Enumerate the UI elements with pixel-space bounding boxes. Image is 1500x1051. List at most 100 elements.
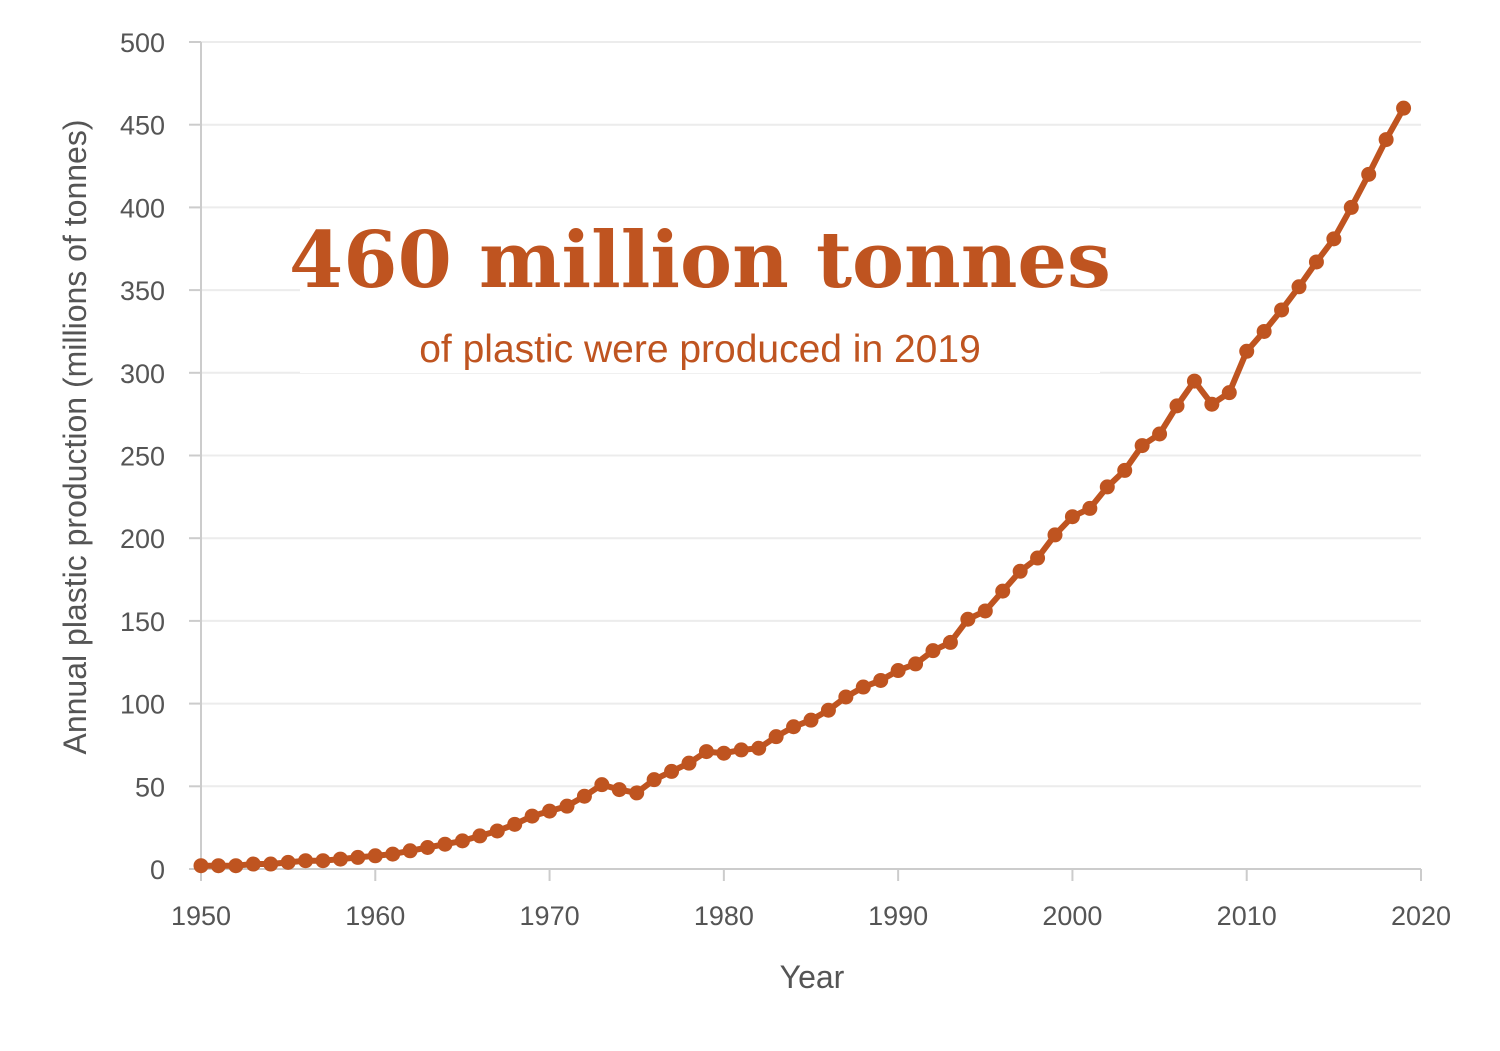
data-point-1959 [350, 849, 366, 865]
data-point-1999 [1047, 527, 1063, 543]
y-tick-label: 0 [150, 855, 165, 885]
data-point-1975 [629, 785, 645, 801]
data-point-1979 [698, 744, 714, 760]
data-point-2015 [1326, 231, 1342, 247]
data-point-1993 [942, 634, 958, 650]
data-point-2002 [1099, 479, 1115, 495]
x-tick-label: 2020 [1391, 901, 1451, 931]
annotation-background [300, 208, 1100, 373]
data-point-2011 [1256, 323, 1272, 339]
data-point-2014 [1308, 254, 1324, 270]
data-point-1950 [193, 858, 209, 874]
data-point-1973 [594, 777, 610, 793]
data-point-1965 [454, 833, 470, 849]
data-point-1951 [210, 858, 226, 874]
data-point-1957 [315, 853, 331, 869]
data-point-1952 [228, 858, 244, 874]
data-point-1990 [890, 663, 906, 679]
data-point-2013 [1291, 279, 1307, 295]
data-point-1956 [298, 853, 314, 869]
data-point-1971 [559, 798, 575, 814]
data-point-2003 [1117, 462, 1133, 478]
data-point-1970 [542, 803, 558, 819]
data-point-1977 [664, 763, 680, 779]
data-point-2017 [1361, 166, 1377, 182]
data-point-1976 [646, 772, 662, 788]
x-tick-label: 1980 [694, 901, 754, 931]
x-tick-label: 1970 [520, 901, 580, 931]
data-point-2005 [1152, 426, 1168, 442]
data-point-1974 [611, 782, 627, 798]
data-point-1997 [1012, 563, 1028, 579]
y-axis-title: Annual plastic production (millions of t… [57, 120, 93, 755]
y-tick-label: 200 [120, 524, 165, 554]
data-point-1955 [280, 854, 296, 870]
y-tick-label: 450 [120, 111, 165, 141]
y-tick-label: 400 [120, 193, 165, 223]
data-point-1989 [873, 672, 889, 688]
data-point-1996 [995, 583, 1011, 599]
data-point-1953 [245, 856, 261, 872]
data-point-1987 [838, 689, 854, 705]
data-point-1954 [263, 856, 279, 872]
data-point-2012 [1274, 302, 1290, 318]
data-point-1988 [855, 679, 871, 695]
y-tick-label: 50 [135, 772, 165, 802]
annotation: 460 million tonnes of plastic were produ… [289, 215, 1111, 371]
gridlines [201, 41, 1421, 788]
data-point-2006 [1169, 398, 1185, 414]
data-point-1960 [367, 848, 383, 864]
series-production [193, 100, 1412, 874]
data-point-1995 [977, 603, 993, 619]
data-point-2018 [1378, 132, 1394, 148]
data-point-1962 [402, 843, 418, 859]
data-point-1998 [1030, 550, 1046, 566]
data-point-2009 [1221, 385, 1237, 401]
data-point-2004 [1134, 438, 1150, 454]
x-tick-label: 1950 [171, 901, 231, 931]
data-point-1964 [437, 836, 453, 852]
y-tick-label: 250 [120, 442, 165, 472]
data-point-1968 [507, 816, 523, 832]
data-point-2000 [1064, 509, 1080, 525]
y-tick-label: 100 [120, 690, 165, 720]
data-point-1991 [908, 656, 924, 672]
data-point-1980 [716, 745, 732, 761]
annotation-subhead: of plastic were produced in 2019 [419, 328, 981, 371]
data-point-1978 [681, 755, 697, 771]
y-tick-label: 150 [120, 607, 165, 637]
data-point-1961 [385, 846, 401, 862]
axes: 0 50 100 150 200 250 300 350 400 450 500 1950 1960 19… [120, 28, 1451, 931]
data-point-1981 [733, 742, 749, 758]
data-point-2016 [1343, 199, 1359, 215]
x-tick-label: 2000 [1042, 901, 1102, 931]
data-point-1958 [332, 851, 348, 867]
data-point-1984 [786, 719, 802, 735]
x-tick-label: 1990 [868, 901, 928, 931]
data-point-1992 [925, 643, 941, 659]
annotation-headline: 460 million tonnes [289, 215, 1111, 306]
data-point-1963 [420, 839, 436, 855]
data-point-1985 [803, 712, 819, 728]
data-point-2019 [1396, 100, 1412, 116]
y-tick-label: 500 [120, 28, 165, 58]
data-point-1986 [820, 702, 836, 718]
data-point-2010 [1239, 343, 1255, 359]
data-point-1967 [489, 823, 505, 839]
data-point-1969 [524, 808, 540, 824]
x-tick-label: 1960 [345, 901, 405, 931]
data-point-2008 [1204, 396, 1220, 412]
y-tick-label: 300 [120, 359, 165, 389]
data-point-1972 [576, 788, 592, 804]
x-axis-title: Year [780, 959, 845, 995]
y-tick-label: 350 [120, 276, 165, 306]
data-point-1966 [472, 828, 488, 844]
data-point-1983 [768, 729, 784, 745]
data-point-1982 [751, 740, 767, 756]
data-point-1994 [960, 611, 976, 627]
data-point-2007 [1186, 373, 1202, 389]
data-point-2001 [1082, 500, 1098, 516]
series-line [198, 105, 1407, 869]
